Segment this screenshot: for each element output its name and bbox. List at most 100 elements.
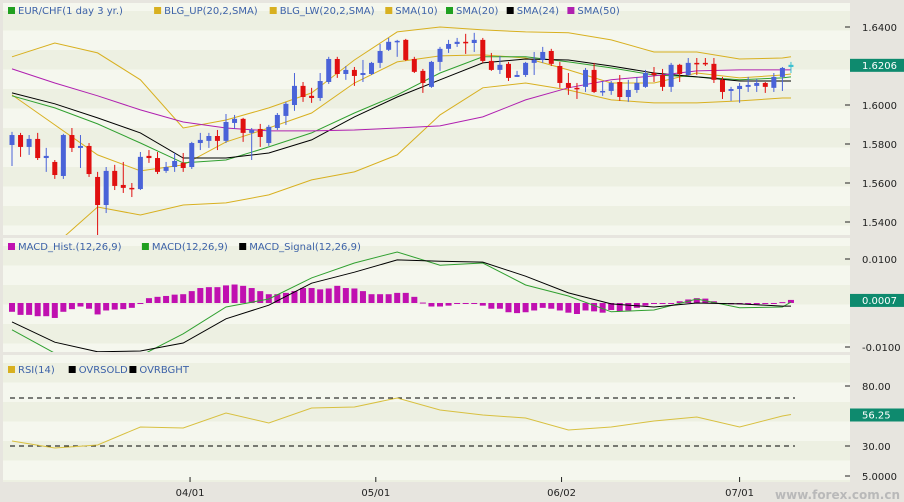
candle-body [634, 82, 640, 90]
macd-hist-bar [668, 303, 675, 304]
x-tick-label: 07/01 [725, 488, 754, 499]
candle [463, 33, 469, 54]
candle-body [711, 63, 717, 80]
candle [685, 58, 691, 76]
candle-body [394, 40, 400, 43]
macd-hist-bar [659, 303, 666, 304]
candle-body [497, 64, 503, 70]
candle-body [120, 184, 126, 188]
legend-swatch [129, 366, 137, 373]
candle-body [232, 118, 238, 123]
candle-body [206, 136, 212, 141]
candle [745, 76, 751, 92]
macd-hist-bar [394, 292, 401, 303]
macd-hist-bar [120, 303, 127, 310]
candle [137, 151, 143, 191]
candle [540, 46, 546, 63]
last-value-label: 56.25 [862, 411, 891, 422]
y-tick-label: 1.5600 [862, 179, 897, 190]
x-axis: 04/01 05/01 06/02 07/01 [176, 477, 754, 499]
candle [403, 38, 409, 61]
candle-body [86, 145, 92, 175]
candle [488, 52, 494, 71]
candle-body [283, 103, 289, 116]
candle [788, 61, 794, 74]
candle-body [189, 143, 195, 168]
band [3, 206, 850, 226]
candle [232, 114, 238, 129]
y-tick-label: 1.6400 [862, 23, 897, 34]
band [3, 324, 850, 344]
candle [565, 73, 571, 95]
macd-hist-bar [86, 303, 93, 309]
rsi-panel [10, 397, 795, 449]
candle [180, 152, 186, 172]
candle-body [214, 136, 220, 141]
candle [249, 128, 255, 160]
macd-hist-bar [428, 303, 435, 307]
legend-swatch [239, 243, 247, 250]
macd-hist-bar [9, 303, 15, 312]
candle [437, 46, 443, 71]
x-tick-label: 06/02 [547, 488, 576, 499]
macd-hist-bar [34, 303, 41, 317]
legend-swatch [506, 7, 514, 14]
candle-body [360, 73, 366, 75]
candle [360, 59, 366, 82]
y-tick-label: 1.5400 [862, 218, 897, 229]
candle-body [146, 155, 152, 159]
macd-hist-bar [522, 303, 529, 313]
legend-label: RSI(14) [18, 365, 55, 376]
candle [617, 74, 623, 101]
last-value-tag [850, 58, 904, 72]
candle-body [540, 51, 546, 60]
candle [86, 143, 92, 177]
price-panel [9, 26, 794, 235]
candle [52, 159, 58, 179]
macd-hist-bar [514, 303, 521, 314]
candle [197, 132, 203, 151]
legend-swatch [269, 7, 277, 14]
macd-hist-bar [462, 303, 469, 304]
legend-label: SMA(20) [456, 6, 498, 17]
macd-panel [9, 251, 794, 352]
candle [334, 56, 340, 78]
candle-body [557, 66, 563, 83]
macd-hist-bar [411, 296, 418, 303]
band [3, 167, 850, 187]
candle-body [523, 62, 529, 75]
candle-body [531, 59, 537, 63]
candle-body [745, 84, 751, 87]
legend-swatch [154, 7, 162, 14]
candle-body [351, 69, 357, 76]
candle [60, 133, 66, 179]
last-value-tag [850, 293, 904, 307]
candle-body [240, 118, 246, 133]
candle [642, 69, 648, 88]
macd-hist-bar [762, 303, 769, 304]
candle [505, 61, 511, 82]
candle [103, 167, 109, 214]
line-macd [11, 251, 792, 352]
candle [754, 78, 760, 92]
legend-swatch [385, 7, 393, 14]
candle [677, 63, 683, 82]
macd-hist-bar [257, 291, 264, 303]
macd-hist-bar [616, 303, 623, 312]
candle [411, 56, 417, 74]
candle-body [685, 62, 691, 75]
candle [446, 39, 452, 53]
candle-body [591, 69, 597, 92]
y-tick-label: 0.0100 [862, 255, 897, 266]
macd-hist-bar [77, 303, 84, 307]
macd-hist-bar [608, 303, 615, 311]
candle-body [428, 61, 434, 87]
macd-hist-bar [573, 303, 580, 314]
candle [214, 129, 220, 151]
candle [702, 58, 708, 66]
candle [69, 128, 75, 152]
candle [317, 73, 323, 101]
last-value-label: 1.6206 [862, 61, 897, 72]
y-tick-label: 5.0000 [862, 472, 897, 483]
